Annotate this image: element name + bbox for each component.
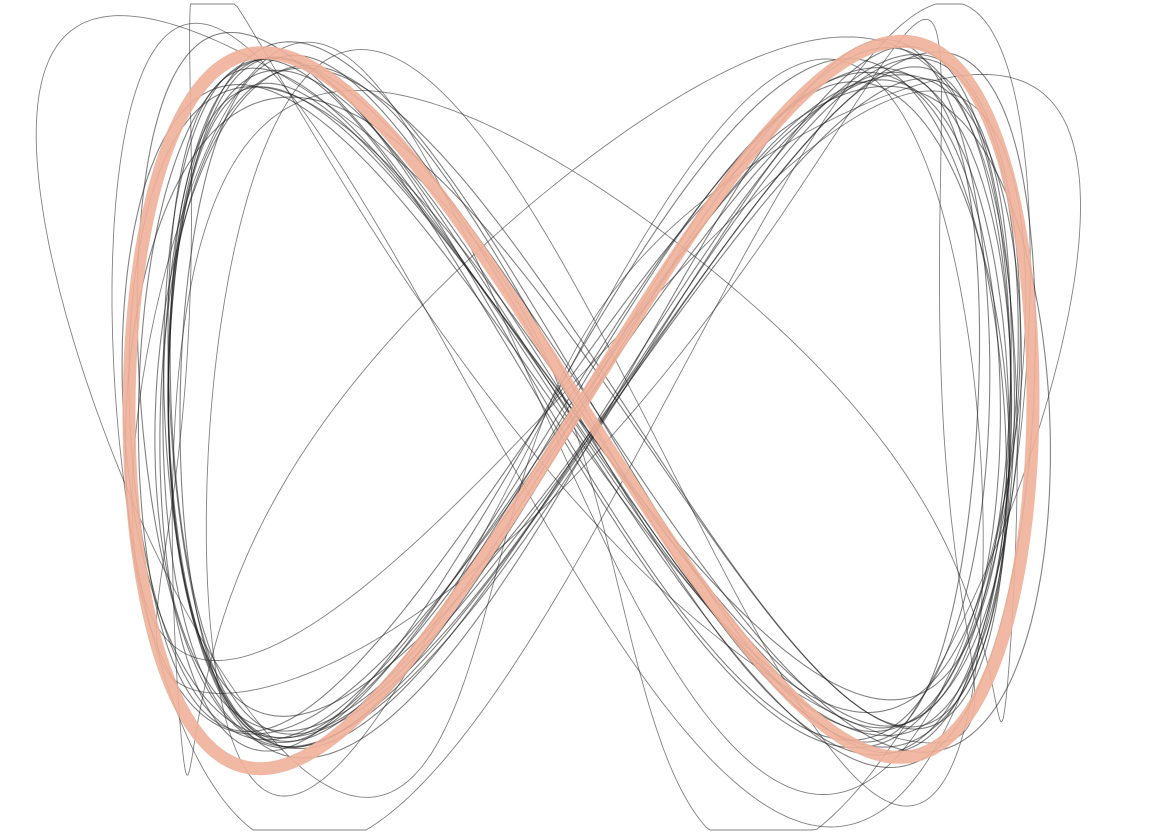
reference-curve-group [122,34,1040,776]
reference-curve [122,34,1040,776]
trajectory-line [205,49,984,807]
trajectory-line [136,31,1036,769]
trajectory-line [111,3,1031,831]
trajectory-line [162,45,1015,748]
trajectory-line [179,54,1013,756]
trajectory-line [159,58,1008,752]
